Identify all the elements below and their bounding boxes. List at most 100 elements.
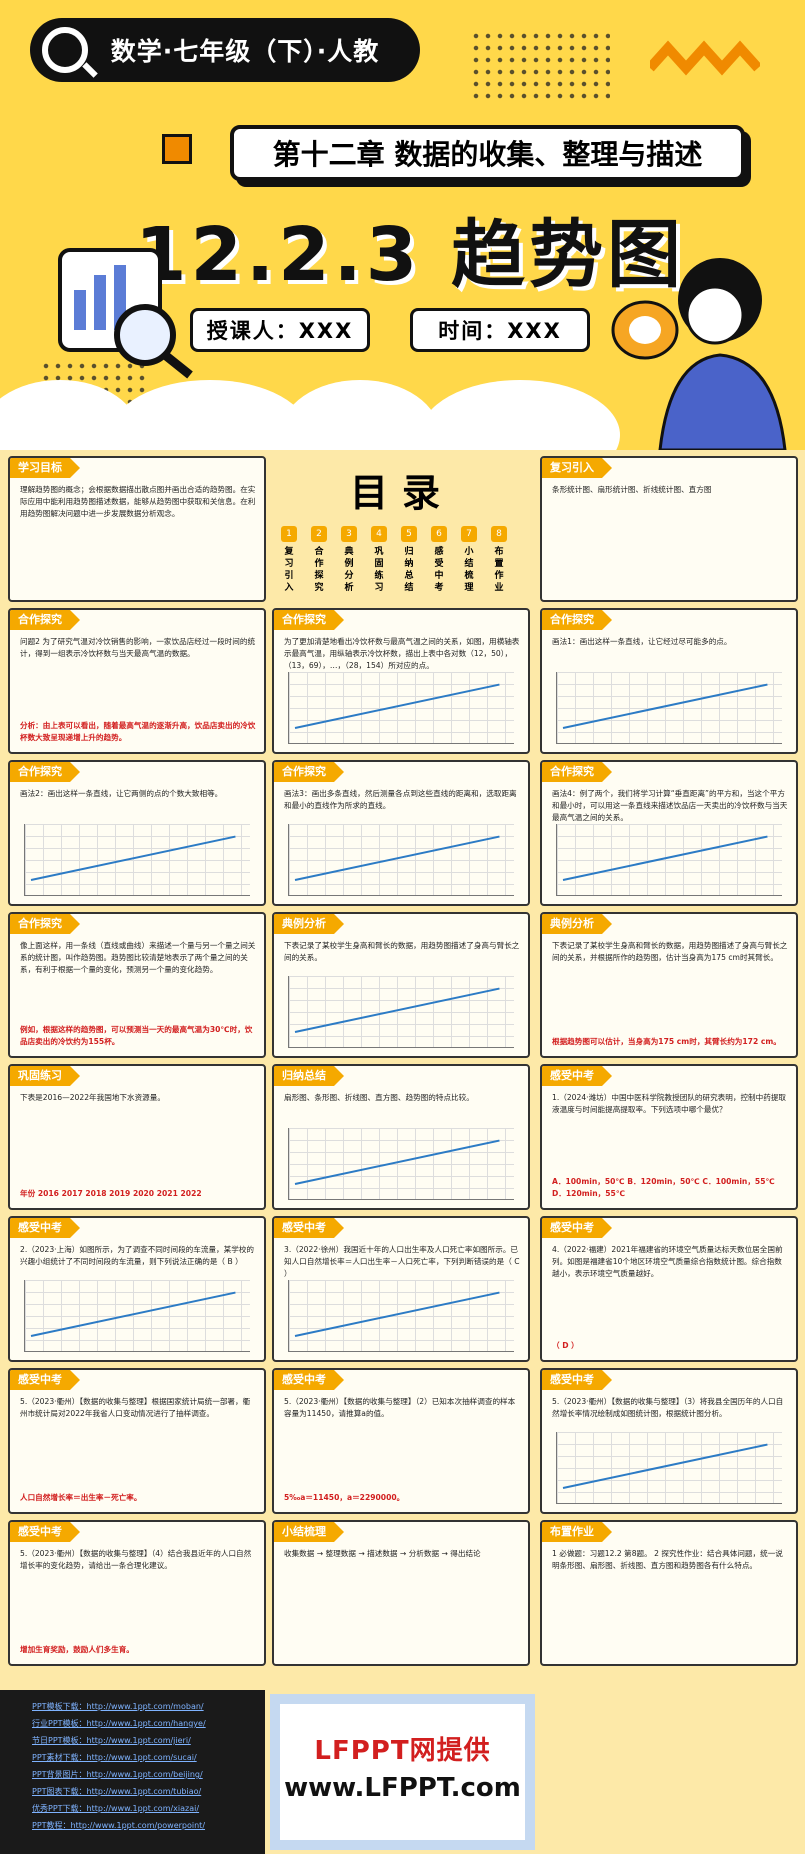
slide-thumbnail[interactable]: 感受中考 4.（2022·福建）2021年福建省的环境空气质量达标天数位居全国前列… [540, 1216, 798, 1362]
footer-link[interactable]: PPT素材下载：http://www.1ppt.com/sucai/ [32, 1753, 197, 1762]
slide-thumbnail[interactable]: 合作探究像上面这样，用一条线（直线或曲线）来描述一个量与另一个量之间关系的统计图… [8, 912, 266, 1058]
catalog-item[interactable]: 5 归纳总结 [398, 526, 420, 594]
slide-note: 根据趋势图可以估计，当身高为175 cm时，其臂长约为172 cm。 [552, 1037, 781, 1046]
slide-tag: 典例分析 [274, 914, 344, 934]
slide-note: 人口自然增长率＝出生率－死亡率。 [20, 1493, 142, 1502]
subject-text: 数学·七年级（下）·人教 [110, 37, 380, 66]
slide-thumbnail[interactable]: 感受中考 5.（2023·衢州）【数据的收集与整理】根据国家统计局统一部署，衢州市… [8, 1368, 266, 1514]
slide-tag: 感受中考 [542, 1370, 612, 1390]
slide-thumbnail[interactable]: 布置作业 1 必做题：习题12.2 第8题。 2 探究性作业：结合具体问题，统一说… [540, 1520, 798, 1666]
slide-thumbnail[interactable]: 合作探究 画法3：画出多条直线，然后测量各点到这些直线的距离和，选取距离和最小的直… [272, 760, 530, 906]
slide-text: 条形统计图、扇形统计图、折线统计图、直方图 [552, 485, 712, 494]
slide-chart [556, 1432, 782, 1504]
catalog-item[interactable]: 6 感受中考 [428, 526, 450, 594]
slide-text: 画法4：例了两个，我们将学习计算“垂直距离”的平方和，当这个平方和最小时，可以用… [552, 789, 788, 822]
chart-magnifier-icon [58, 248, 193, 379]
slide-text: 5.（2023·衢州）【数据的收集与整理】（4）结合我县近年的人口自然增长率的变… [20, 1549, 252, 1570]
slide-text: 理解趋势图的概念；会根据数据描出散点图并画出合适的趋势图。在实际应用中能利用趋势… [20, 485, 256, 518]
slide-thumbnail[interactable]: 小结梳理收集数据 → 整理数据 → 描述数据 → 分析数据 → 得出结论 [272, 1520, 530, 1666]
slide-tag: 归纳总结 [274, 1066, 344, 1086]
catalog-item[interactable]: 8 布置作业 [488, 526, 510, 594]
slide-note: A．100min，50℃ B．120min，50℃ C．100min，55℃ D… [552, 1177, 775, 1198]
footer-link[interactable]: 优秀PPT下载：http://www.1ppt.com/xiazai/ [32, 1804, 200, 1813]
slide-chart [288, 672, 514, 744]
slide-note: 5‰a＝11450，a＝2290000。 [284, 1493, 405, 1502]
slide-tag: 巩固练习 [10, 1066, 80, 1086]
slide-thumbnail[interactable]: 合作探究画法4：例了两个，我们将学习计算“垂直距离”的平方和，当这个平方和最小时… [540, 760, 798, 906]
catalog-item[interactable]: 4 巩固练习 [368, 526, 390, 594]
slide-note: （ D ） [552, 1341, 579, 1350]
catalog-item[interactable]: 3 典例分析 [338, 526, 360, 594]
slide-text: 像上面这样，用一条线（直线或曲线）来描述一个量与另一个量之间关系的统计图，叫作趋… [20, 941, 256, 974]
slide-thumbnail[interactable]: 感受中考 5.（2023·衢州）【数据的收集与整理】（4）结合我县近年的人口自然增… [8, 1520, 266, 1666]
slide-note: 例如，根据这样的趋势图，可以预测当一天的最高气温为30℃时，饮品店卖出的冷饮约为… [20, 1025, 253, 1046]
slide-tag: 合作探究 [542, 762, 612, 782]
slide-tag: 感受中考 [274, 1370, 344, 1390]
slide-thumbnail[interactable]: 感受中考 1.（2024·潍坊）中国中医科学院教授团队的研究表明，控制中药提取液温… [540, 1064, 798, 1210]
slide-chart [288, 976, 514, 1048]
slide-tag: 学习目标 [10, 458, 80, 478]
slide-tag: 感受中考 [542, 1218, 612, 1238]
slide-thumbnail[interactable]: 复习引入 条形统计图、扇形统计图、折线统计图、直方图 [540, 456, 798, 602]
cloud-decoration [280, 380, 440, 450]
catalog-slide[interactable]: 目录 1 复习引入 2 合作探究 3 典例分析 4 巩固练习 5 归纳总结 6 感受中考 7 小结梳理 8 布… [270, 456, 534, 606]
slide-thumbnail[interactable]: 合作探究 为了更加清楚地看出冷饮杯数与最高气温之间的关系，如图，用横轴表示最高气温… [272, 608, 530, 754]
slide-tag: 感受中考 [10, 1218, 80, 1238]
slide-thumbnail[interactable]: 感受中考 3.（2022·徐州）我国近十年的人口出生率及人口死亡率如图所示。已知人… [272, 1216, 530, 1362]
slide-chart [24, 824, 250, 896]
slide-thumbnail[interactable]: 合作探究 画法1：画出这样一条直线，让它经过尽可能多的点。 [540, 608, 798, 754]
slide-tag: 感受中考 [10, 1370, 80, 1390]
slide-text: 5.（2023·衢州）【数据的收集与整理】根据国家统计局统一部署，衢州市统计局对… [20, 1397, 251, 1418]
footer-link[interactable]: 节日PPT模板：http://www.1ppt.com/jieri/ [32, 1736, 191, 1745]
slide-text: 为了更加清楚地看出冷饮杯数与最高气温之间的关系，如图，用横轴表示最高气温，用纵轴… [284, 637, 520, 670]
catalog-item-number: 8 [491, 526, 507, 542]
catalog-item[interactable]: 7 小结梳理 [458, 526, 480, 594]
slide-text: 画法3：画出多条直线，然后测量各点到这些直线的距离和，选取距离和最小的直线作为所… [284, 789, 517, 810]
catalog-item[interactable]: 1 复习引入 [278, 526, 300, 594]
slide-text: 2.（2023·上海）如图所示，为了调查不同时间段的车流量，某学校的兴趣小组统计… [20, 1245, 255, 1266]
catalog-item-label: 典例分析 [344, 547, 354, 593]
catalog-title: 目录 [349, 471, 454, 515]
slide-chart [556, 672, 782, 744]
slide-thumbnail[interactable]: 归纳总结 扇形图、条形图、折线图、直方图、趋势图的特点比较。 [272, 1064, 530, 1210]
slide-text: 下表记录了某校学生身高和臂长的数据，用趋势图描述了身高与臂长之间的关系，并根据所… [552, 941, 788, 962]
dot-pattern [470, 30, 610, 100]
slide-thumbnail[interactable]: 感受中考 5.（2023·衢州）【数据的收集与整理】（2）已知本次抽样调查的样本容… [272, 1368, 530, 1514]
footer-link[interactable]: PPT教程：http://www.1ppt.com/powerpoint/ [32, 1821, 206, 1830]
teacher-label: 授课人：XXX [190, 308, 370, 352]
catalog-item-number: 4 [371, 526, 387, 542]
slide-thumbnail[interactable]: 合作探究 画法2：画出这样一条直线，让它两侧的点的个数大致相等。 [8, 760, 266, 906]
slide-chart [288, 1280, 514, 1352]
catalog-items: 1 复习引入 2 合作探究 3 典例分析 4 巩固练习 5 归纳总结 6 感受中考 7 小结梳理 8 布置作业 [278, 526, 510, 594]
catalog-item-number: 3 [341, 526, 357, 542]
catalog-item-label: 感受中考 [434, 547, 444, 593]
footer-link[interactable]: PPT图表下载：http://www.1ppt.com/tubiao/ [32, 1787, 202, 1796]
slide-text: 1.（2024·潍坊）中国中医科学院教授团队的研究表明，控制中药提取液温度与时间… [552, 1093, 787, 1114]
slide-text: 收集数据 → 整理数据 → 描述数据 → 分析数据 → 得出结论 [284, 1549, 481, 1558]
slide-chart [24, 1280, 250, 1352]
slide-text: 下表记录了某校学生身高和臂长的数据，用趋势图描述了身高与臂长之间的关系。 [284, 941, 520, 962]
catalog-item-number: 5 [401, 526, 417, 542]
slide-thumbnail[interactable]: 感受中考 2.（2023·上海）如图所示，为了调查不同时间段的车流量，某学校的兴趣… [8, 1216, 266, 1362]
slide-thumbnail[interactable]: 合作探究 问题2 为了研究气温对冷饮销售的影响，一家饮品店经过一段时间的统计，得到… [8, 608, 266, 754]
footer-link[interactable]: PPT模板下载：http://www.1ppt.com/moban/ [32, 1702, 204, 1711]
slide-thumbnail[interactable]: 典例分析下表记录了某校学生身高和臂长的数据，用趋势图描述了身高与臂长之间的关系。 [272, 912, 530, 1058]
footer-link[interactable]: PPT背景图片：http://www.1ppt.com/beijing/ [32, 1770, 203, 1779]
teacher-illustration [611, 258, 787, 450]
slide-thumbnail[interactable]: 学习目标理解趋势图的概念；会根据数据描出散点图并画出合适的趋势图。在实际应用中能… [8, 456, 266, 602]
slide-thumbnail[interactable]: 典例分析 下表记录了某校学生身高和臂长的数据，用趋势图描述了身高与臂长之间的关系，… [540, 912, 798, 1058]
slide-thumbnail[interactable]: 感受中考 5.（2023·衢州）【数据的收集与整理】（3）将我县全国历年的人口自然… [540, 1368, 798, 1514]
slide-thumbnail[interactable]: 巩固练习 下表是2016—2022年我国地下水资源量。 年份 2016 2017 2… [8, 1064, 266, 1210]
slide-tag: 合作探究 [10, 914, 80, 934]
catalog-item[interactable]: 2 合作探究 [308, 526, 330, 594]
slide-text: 下表是2016—2022年我国地下水资源量。 [20, 1093, 165, 1102]
footer-link[interactable]: 行业PPT模板：http://www.1ppt.com/hangye/ [32, 1719, 206, 1728]
chapter-title: 第十二章 数据的收集、整理与描述 [230, 125, 745, 181]
catalog-item-label: 归纳总结 [404, 547, 414, 593]
square-icon [162, 134, 192, 164]
footer: PPT模板下载：http://www.1ppt.com/moban/行业PPT模… [0, 1690, 805, 1854]
slide-text: 5.（2023·衢州）【数据的收集与整理】（2）已知本次抽样调查的样本容量为11… [284, 1397, 516, 1418]
slide-tag: 布置作业 [542, 1522, 612, 1542]
slide-tag: 小结梳理 [274, 1522, 344, 1542]
slide-text: 5.（2023·衢州）【数据的收集与整理】（3）将我县全国历年的人口自然增长率情… [552, 1397, 784, 1418]
